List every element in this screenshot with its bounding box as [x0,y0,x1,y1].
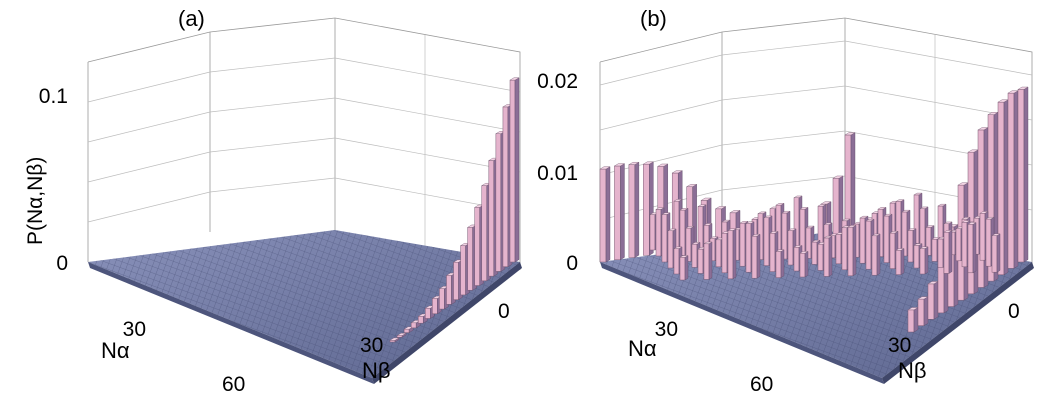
panel-a-z-tick-0.1: 0.1 [39,85,68,108]
panel-b-right-bar-1 [1007,90,1019,269]
panel-b-floor-bar-74 [775,249,785,278]
panel-a-bar-17 [389,337,400,343]
panel-b-floor-bar-70 [679,255,689,281]
panel-b-bars [599,86,1029,333]
panel-a-z-tick-0: 0 [56,252,68,275]
panel-b-y-tick-60: 60 [750,373,773,396]
panel-a-y-tick-60: 60 [222,373,245,396]
panel-b-y-tick-30: 30 [655,318,678,341]
panel-b: (b) 0.02 0.01 0 30 60 30 0 Nα Nβ [537,6,1034,396]
panel-b-floor-bar-73 [751,233,761,279]
panel-a-floor [88,230,522,384]
panel-b-floor-bar-80 [919,246,929,275]
panel-b-left-bar-2 [628,161,640,258]
panel-a-label: (a) [178,6,205,31]
panel-b-label: (b) [640,6,667,31]
panel-b-floor-bar-71 [703,241,713,280]
panel-b-z-tick-0.01: 0.01 [537,162,578,185]
panel-a-x-tick-30: 30 [360,334,383,357]
panel-b-right-bar-10 [917,296,929,326]
panel-b-floor-bar-83 [991,233,1001,273]
panel-b-left-bar-1 [613,163,626,261]
panel-b-left-bar-0 [599,166,611,263]
panel-a-x-axis-label: Nβ [362,358,391,383]
panel-b-x-tick-30: 30 [888,334,911,357]
panel-b-z-tick-0: 0 [566,252,578,275]
panel-b-right-bar-2 [997,99,1009,276]
panel-b-y-axis-label: Nα [628,336,657,361]
panel-a-z-axis-label: P(Nα,Nβ) [24,157,47,245]
panel-b-z-tick-0.02: 0.02 [537,70,578,93]
panel-b-floor-bar-81 [943,230,953,274]
panel-a-bar-0 [509,77,520,263]
panel-b-floor-bar-72 [727,228,737,280]
panel-b-right-bar-11 [907,307,919,333]
panel-a-bar-16 [396,332,407,338]
panel-a: (a) P(Nα,Nβ) 0.1 0 30 60 30 0 Nα Nβ [24,6,522,396]
panel-b-floor-bar-78 [871,233,881,276]
panel-b-x-tick-0: 0 [1008,300,1020,323]
panel-a-bars [389,77,520,343]
panel-b-floor-bar-77 [847,224,857,277]
panel-a-y-tick-30: 30 [123,318,146,341]
panel-a-box [87,17,521,270]
panel-a-x-tick-0: 0 [498,300,510,323]
panel-b-right-bar-0 [1017,86,1029,263]
panel-b-right-bar-9 [927,281,939,320]
panel-b-floor-bar-75 [799,251,809,278]
panel-b-x-axis-label: Nβ [898,358,927,383]
panel-b-floor-bar-82 [967,222,977,274]
panel-b-floor-bar-79 [895,248,905,275]
panel-b-floor-bar-76 [823,235,833,277]
panel-a-y-axis-label: Nα [101,338,130,363]
panel-b-box [599,17,1033,270]
